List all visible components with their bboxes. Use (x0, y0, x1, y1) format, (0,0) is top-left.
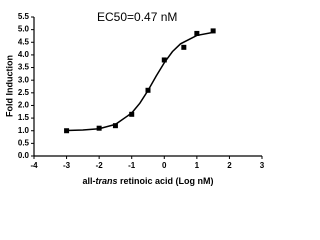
x-label-part: all- (82, 176, 95, 186)
data-point (194, 30, 200, 36)
y-tick-label: 4.5 (18, 37, 30, 46)
y-tick-label: 0.0 (18, 151, 30, 160)
x-tick-label: -3 (63, 161, 71, 170)
y-tick-label: 2.0 (18, 101, 30, 110)
data-point (181, 44, 187, 50)
y-tick-label: 1.0 (18, 126, 30, 135)
x-tick-label: -2 (96, 161, 104, 170)
y-tick-label: 3.0 (18, 75, 30, 84)
x-label-part: retinoic acid (Log nM) (118, 176, 214, 186)
fit-curve (66, 31, 214, 132)
data-point (129, 111, 135, 117)
x-axis-label: all-trans retinoic acid (Log nM) (82, 176, 213, 186)
x-tick-label: 2 (227, 161, 232, 170)
y-tick-label: 5.5 (18, 12, 30, 21)
x-tick-label: 3 (260, 161, 265, 170)
data-point (96, 125, 102, 131)
y-tick-label: 5.0 (18, 25, 30, 34)
data-point (161, 57, 167, 63)
chart: EC50=0.47 nM Fold Induction all-trans re… (4, 10, 265, 186)
x-tick-label: -4 (30, 161, 38, 170)
data-point (64, 128, 70, 134)
x-label-part: trans (96, 176, 118, 186)
x-tick-label: 1 (195, 161, 200, 170)
x-tick-label: -1 (128, 161, 136, 170)
y-axis-label: Fold Induction (4, 55, 14, 117)
annotation: EC50=0.47 nM (97, 10, 177, 24)
data-point (112, 123, 118, 129)
data-point (145, 87, 151, 93)
x-tick-label: 0 (162, 161, 167, 170)
data-point (210, 28, 216, 34)
y-tick-label: 3.5 (18, 63, 30, 72)
y-tick-label: 2.5 (18, 88, 30, 97)
y-tick-label: 1.5 (18, 113, 30, 122)
y-tick-label: 0.5 (18, 138, 30, 147)
y-tick-label: 4.0 (18, 50, 30, 59)
